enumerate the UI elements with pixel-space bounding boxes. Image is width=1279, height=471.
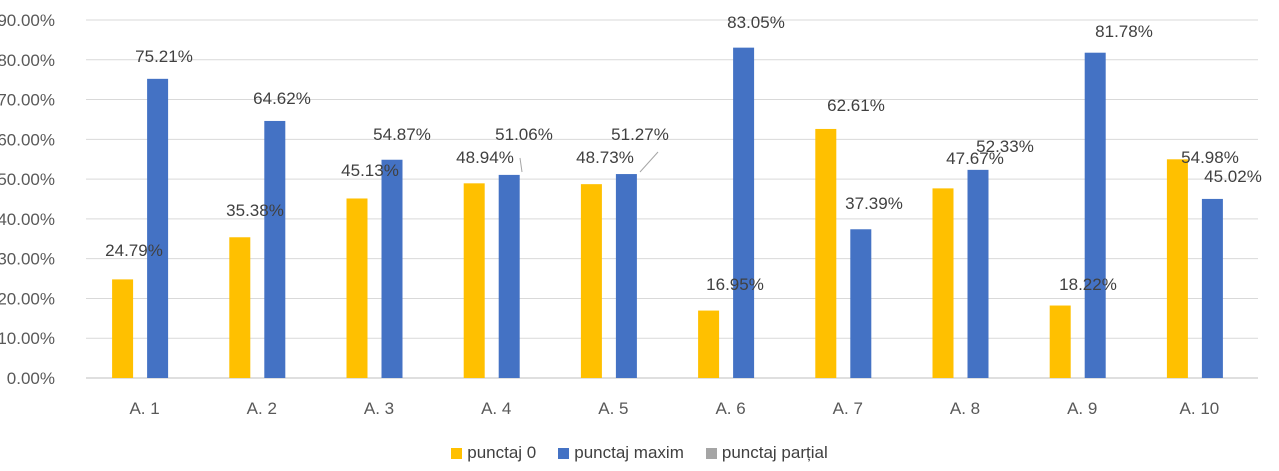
bar-punctaj-maxim	[850, 229, 872, 378]
data-label-punctaj-0: 18.22%	[1059, 275, 1117, 294]
legend-label-punctaj-maxim: punctaj maxim	[574, 443, 684, 462]
leader-line	[519, 157, 523, 173]
legend-label-punctaj-partial: punctaj parțial	[721, 443, 828, 462]
data-label-punctaj-0: 62.61%	[827, 96, 885, 115]
data-label-punctaj-maxim: 37.39%	[845, 194, 903, 213]
bar-punctaj-maxim	[1201, 198, 1223, 378]
legend-item-punctaj-0: punctaj 0	[451, 443, 536, 463]
bar-punctaj-maxim	[967, 169, 989, 378]
bar-punctaj-0	[229, 237, 251, 378]
y-tick-label: 40.00%	[0, 210, 55, 229]
legend-swatch-punctaj-partial	[705, 447, 717, 459]
data-label-punctaj-0: 45.13%	[341, 161, 399, 180]
bar-chart: 0.00% 10.00% 20.00% 30.00% 40.00% 50.00% 60.00…	[0, 11, 1262, 418]
data-label-punctaj-maxim: 51.06%	[495, 125, 553, 144]
bar-punctaj-0	[463, 183, 485, 378]
bar-punctaj-maxim	[733, 47, 755, 378]
y-tick-label: 30.00%	[0, 250, 55, 269]
x-tick-label: A. 2	[247, 399, 277, 418]
x-tick-label: A. 10	[1180, 399, 1220, 418]
bar-punctaj-0	[346, 198, 368, 378]
y-tick-label: 20.00%	[0, 289, 55, 308]
data-label-punctaj-maxim: 75.21%	[135, 47, 193, 66]
x-tick-label: A. 8	[950, 399, 980, 418]
x-tick-label: A. 6	[715, 399, 745, 418]
x-tick-label: A. 1	[129, 399, 159, 418]
legend-item-punctaj-partial: punctaj parțial	[705, 443, 828, 463]
data-label-punctaj-maxim: 81.78%	[1095, 22, 1153, 41]
y-tick-label: 50.00%	[0, 170, 55, 189]
bar-punctaj-0	[932, 188, 954, 378]
x-tick-label: A. 7	[833, 399, 863, 418]
data-label-punctaj-0: 47.67%	[946, 149, 1004, 168]
bar-punctaj-maxim	[147, 78, 169, 379]
data-label-punctaj-0: 35.38%	[226, 201, 284, 220]
y-tick-label: 60.00%	[0, 130, 55, 149]
leader-line	[639, 151, 659, 173]
bar-punctaj-0	[815, 128, 837, 378]
data-label-punctaj-0: 16.95%	[706, 275, 764, 294]
bar-punctaj-0	[698, 310, 720, 378]
data-label-punctaj-maxim: 45.02%	[1204, 167, 1262, 186]
data-label-punctaj-maxim: 51.27%	[611, 125, 669, 144]
y-tick-label: 70.00%	[0, 91, 55, 110]
bar-punctaj-0	[1049, 305, 1071, 378]
bar-punctaj-0	[580, 184, 602, 378]
legend-swatch-punctaj-maxim	[558, 447, 570, 459]
data-label-punctaj-maxim: 54.87%	[373, 125, 431, 144]
chart-legend: punctaj 0 punctaj maxim punctaj parțial	[0, 443, 1279, 463]
data-label-punctaj-maxim: 64.62%	[253, 89, 311, 108]
bar-punctaj-0	[112, 279, 134, 378]
data-label-punctaj-0: 54.98%	[1181, 148, 1239, 167]
y-tick-label: 10.00%	[0, 329, 55, 348]
bar-punctaj-maxim	[498, 174, 520, 378]
data-label-punctaj-0: 48.73%	[576, 148, 634, 167]
data-label-punctaj-0: 48.94%	[456, 148, 514, 167]
x-tick-label: A. 4	[481, 399, 511, 418]
legend-label-punctaj-0: punctaj 0	[467, 443, 537, 462]
bar-punctaj-maxim	[264, 120, 286, 379]
y-tick-label: 0.00%	[7, 369, 55, 388]
bar-punctaj-0	[1166, 159, 1188, 378]
y-tick-label: 90.00%	[0, 11, 55, 30]
data-label-punctaj-maxim: 83.05%	[727, 13, 785, 32]
legend-swatch-punctaj-0	[451, 447, 463, 459]
x-tick-label: A. 5	[598, 399, 628, 418]
data-label-punctaj-maxim: 52.33%	[976, 137, 1034, 156]
legend-item-punctaj-maxim: punctaj maxim	[558, 443, 684, 463]
bar-punctaj-maxim	[1084, 52, 1106, 379]
bar-punctaj-maxim	[615, 174, 637, 378]
x-tick-label: A. 9	[1067, 399, 1097, 418]
y-tick-label: 80.00%	[0, 51, 55, 70]
x-tick-label: A. 3	[364, 399, 394, 418]
data-label-punctaj-0: 24.79%	[105, 241, 163, 260]
bar-punctaj-maxim	[381, 159, 403, 378]
